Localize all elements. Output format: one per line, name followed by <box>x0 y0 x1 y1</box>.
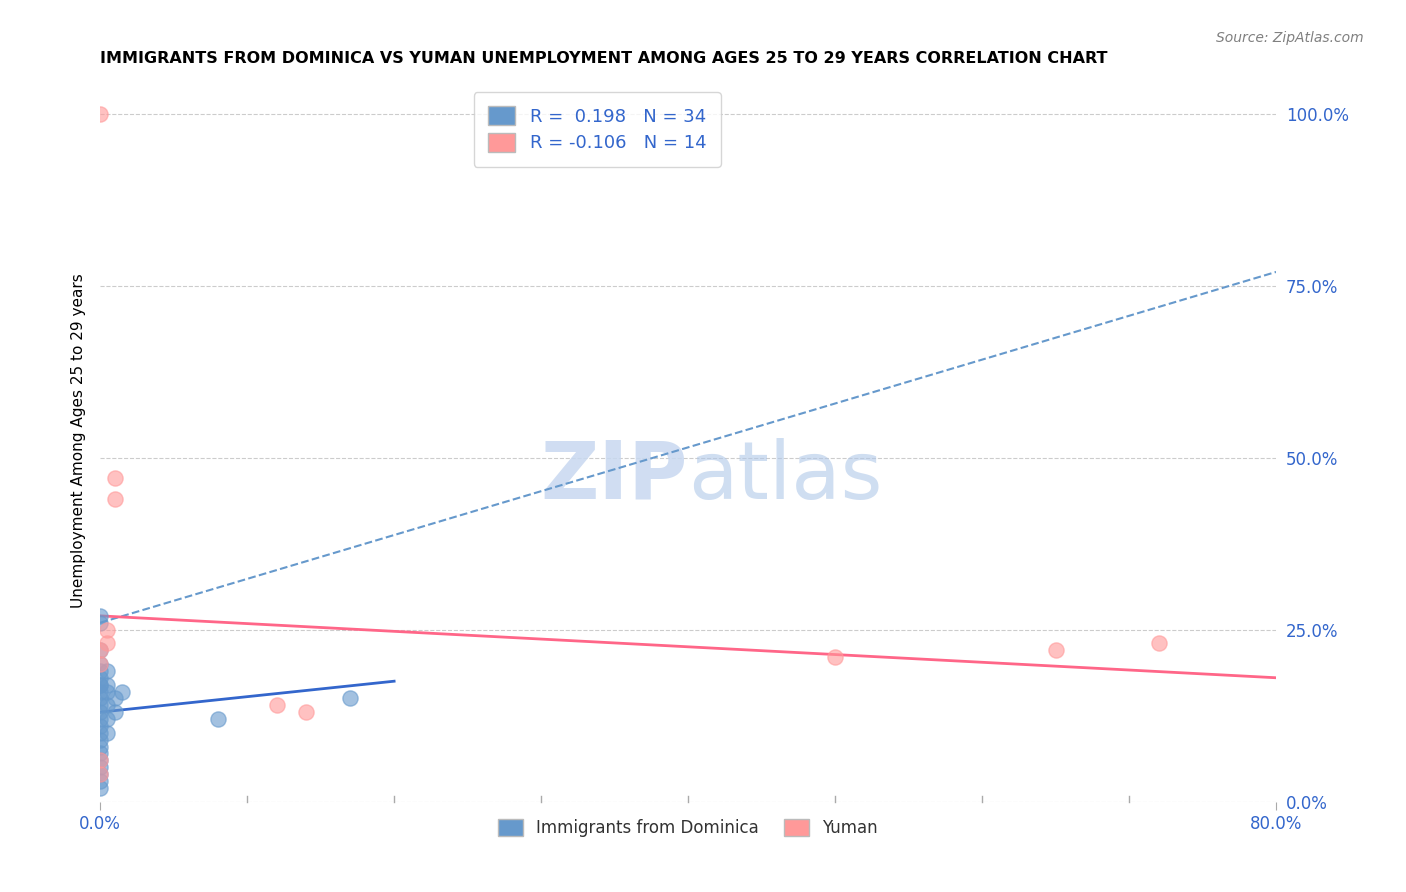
Point <box>89 705 111 719</box>
Point <box>89 753 111 767</box>
Point <box>1147 636 1170 650</box>
Point <box>96 664 118 678</box>
Point <box>89 608 111 623</box>
Point <box>1045 643 1067 657</box>
Point <box>89 678 111 692</box>
Point <box>89 643 111 657</box>
Point <box>89 780 111 795</box>
Point <box>339 691 361 706</box>
Point <box>89 739 111 754</box>
Point <box>96 684 118 698</box>
Point <box>96 636 118 650</box>
Point <box>207 712 229 726</box>
Point <box>104 471 127 485</box>
Point <box>89 712 111 726</box>
Point <box>89 671 111 685</box>
Text: Source: ZipAtlas.com: Source: ZipAtlas.com <box>1216 31 1364 45</box>
Point <box>89 773 111 788</box>
Text: IMMIGRANTS FROM DOMINICA VS YUMAN UNEMPLOYMENT AMONG AGES 25 TO 29 YEARS CORRELA: IMMIGRANTS FROM DOMINICA VS YUMAN UNEMPL… <box>100 51 1108 66</box>
Point <box>104 491 127 506</box>
Point <box>89 767 111 781</box>
Point <box>266 698 288 713</box>
Point <box>89 719 111 733</box>
Point <box>89 747 111 761</box>
Y-axis label: Unemployment Among Ages 25 to 29 years: Unemployment Among Ages 25 to 29 years <box>72 273 86 607</box>
Point <box>89 664 111 678</box>
Legend: Immigrants from Dominica, Yuman: Immigrants from Dominica, Yuman <box>492 813 884 844</box>
Point <box>96 623 118 637</box>
Point <box>89 691 111 706</box>
Point <box>89 698 111 713</box>
Point <box>111 684 134 698</box>
Point <box>89 760 111 774</box>
Point <box>96 678 118 692</box>
Point <box>96 712 118 726</box>
Text: atlas: atlas <box>688 438 883 516</box>
Point <box>89 643 111 657</box>
Point <box>89 684 111 698</box>
Point <box>89 657 111 671</box>
Point <box>89 615 111 630</box>
Point <box>295 705 318 719</box>
Point <box>96 726 118 740</box>
Text: ZIP: ZIP <box>541 438 688 516</box>
Point <box>89 657 111 671</box>
Point <box>104 691 127 706</box>
Point <box>89 678 111 692</box>
Point <box>89 732 111 747</box>
Point <box>89 767 111 781</box>
Point <box>89 107 111 121</box>
Point <box>104 705 127 719</box>
Point <box>89 726 111 740</box>
Point <box>89 753 111 767</box>
Point <box>824 650 846 665</box>
Point <box>96 698 118 713</box>
